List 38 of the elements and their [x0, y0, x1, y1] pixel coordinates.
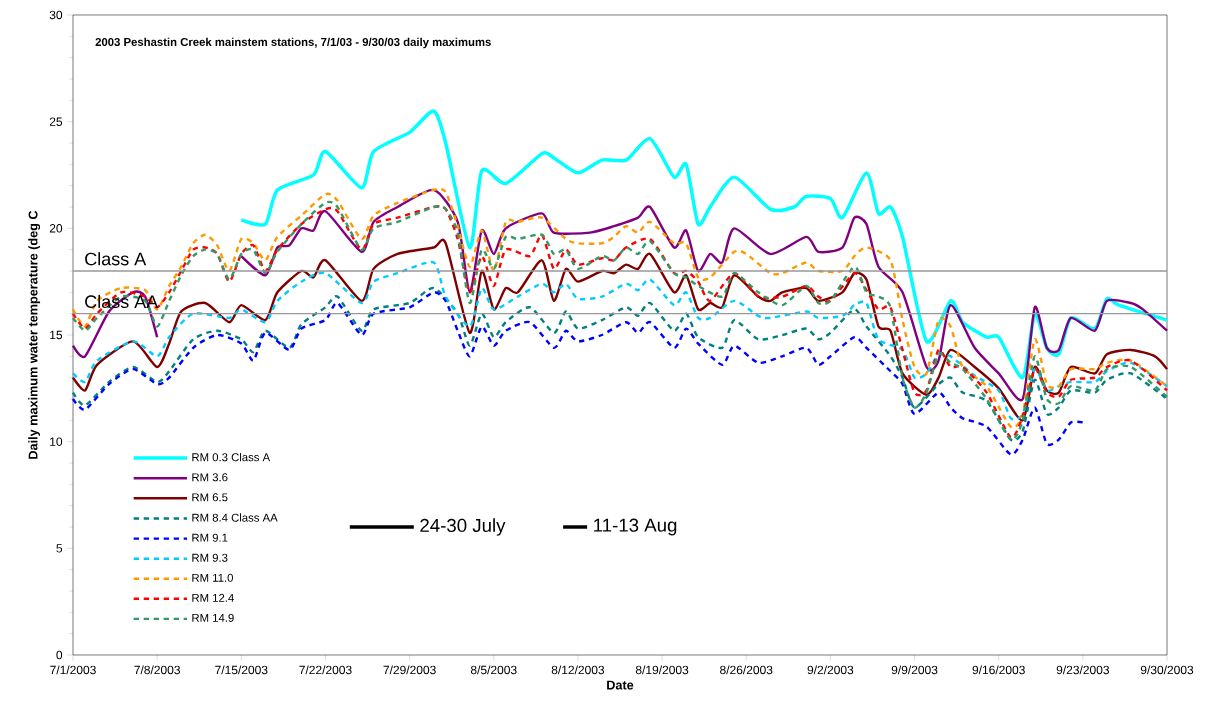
x-tick-label: 8/26/2003 [720, 665, 773, 675]
x-tick-label: 9/2/2003 [807, 665, 854, 675]
x-tick-label: 8/5/2003 [470, 665, 517, 675]
text: 2003 Peshastin Creek mainstem stations, 7/1/03 - 9/30/03 daily maximums [95, 37, 491, 49]
y-tick-label: 0 [56, 650, 63, 660]
annotation: 24-30 July [420, 518, 506, 536]
x-tick-label: 7/1/2003 [50, 665, 96, 675]
legend-label: RM 14.9 [192, 613, 234, 622]
legend-label: RM 6.5 [192, 493, 228, 502]
x-tick-label: 9/9/2003 [891, 665, 938, 675]
y-tick-label: 25 [49, 117, 63, 126]
legend-label: RM 11.0 [192, 573, 233, 582]
x-axis-title: Date [607, 680, 634, 690]
y-axis-title: Daily maximum water temperature (deg C [28, 210, 41, 459]
x-tick-label: 9/16/2003 [972, 665, 1025, 675]
x-tick-label: 7/22/2003 [299, 665, 352, 675]
annotation: 11-13 Aug [594, 518, 677, 536]
ref-line-label: Class A [85, 252, 147, 266]
line-series [239, 109, 1169, 380]
line-series [71, 286, 1169, 441]
x-tick-label: 7/8/2003 [134, 665, 180, 675]
x-tick-label: 7/15/2003 [215, 665, 268, 675]
legend-label: RM 12.4 [192, 593, 234, 602]
x-tick-label: 8/19/2003 [635, 665, 689, 675]
x-tick-label: 9/23/2003 [1056, 665, 1110, 675]
y-tick-label: 20 [49, 224, 63, 233]
y-tick-label: 5 [56, 544, 63, 553]
y-tick-label: 15 [50, 330, 63, 340]
y-tick-label: 10 [50, 437, 63, 446]
x-tick-label: 8/12/2003 [551, 665, 605, 675]
y-tick-label: 30 [49, 10, 63, 20]
x-tick-label: 7/29/2003 [383, 665, 436, 675]
legend-label: RM 0.3 Class A [192, 452, 271, 462]
legend-label: RM 3.6 [192, 473, 228, 482]
legend-label: RM 8.4 Class AA [192, 513, 278, 522]
legend-label: RM 9.1 [192, 533, 228, 542]
legend-label: RM 9.3 [192, 553, 228, 562]
x-tick-label: 9/30/2003 [1140, 665, 1194, 675]
